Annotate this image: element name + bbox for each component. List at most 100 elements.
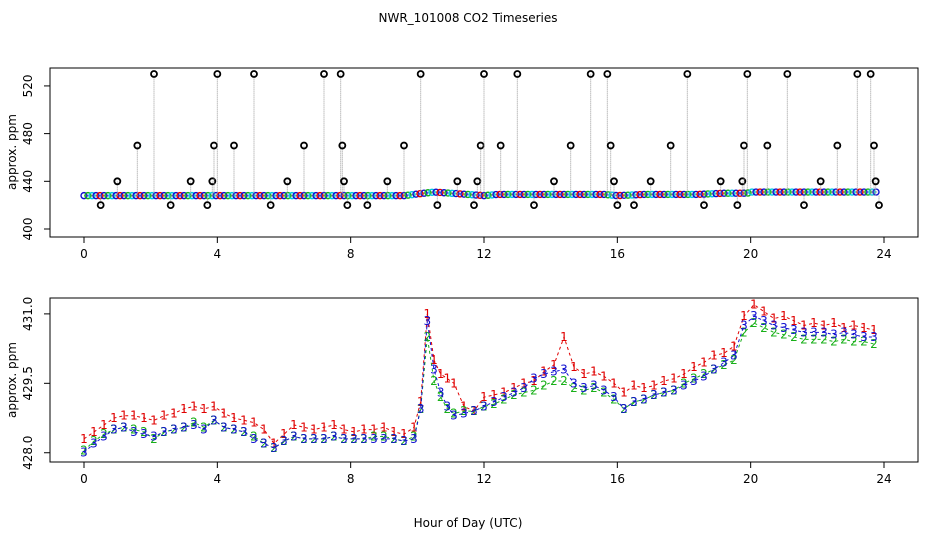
series-3-marker: 3 [270,441,278,455]
series-1-marker: 1 [730,339,738,353]
series-2-marker: 2 [100,427,108,441]
series-1-marker: 1 [410,420,418,434]
series-2-marker: 2 [520,386,528,400]
bottom-x-tick-label: 12 [476,472,491,486]
top-baseline-point [408,190,416,199]
series-2-marker: 2 [190,416,198,430]
top-baseline-point [252,191,260,200]
series-3-marker: 3 [450,409,458,423]
top-baseline-point [572,190,580,199]
series-3-marker: 3 [800,325,808,339]
series-2-marker: 2 [560,374,568,388]
top-baseline-point [304,191,312,200]
top-baseline-point [452,189,460,198]
series-3-marker: 3 [350,432,358,446]
series-1-marker: 1 [500,386,508,400]
top-baseline-point [648,190,656,199]
top-baseline-point [764,188,772,196]
top-baseline-point [564,190,572,199]
series-1-marker: 1 [210,399,218,413]
series-2-marker: 2 [417,402,425,416]
series-3-marker: 3 [340,432,348,446]
top-spike-point [716,177,725,186]
series-1-marker: 1 [540,365,548,379]
top-baseline-point [600,190,608,199]
series-3-marker: 3 [600,383,608,397]
series-1-marker: 1 [680,367,688,381]
series-1-marker: 1 [700,355,708,369]
top-baseline-point [284,191,292,200]
top-baseline-point [628,191,636,199]
top-baseline-point [644,190,652,199]
top-baseline-point [712,189,720,198]
top-spike-point [606,141,615,150]
series-3-line [83,315,874,454]
top-baseline-point [588,190,596,199]
top-spike-point [320,70,328,78]
top-baseline-point [748,188,756,196]
series-2-marker: 2 [380,430,388,444]
top-spike-point [250,70,258,78]
series-2-marker: 2 [710,362,718,376]
top-baseline-point [464,190,472,199]
series-1-marker: 1 [640,381,648,395]
top-x-tick-label: 8 [347,247,355,261]
top-baseline-point [736,189,744,197]
series-1-marker: 1 [120,409,128,423]
top-baseline-point [524,190,532,199]
top-spike-point [871,177,880,186]
series-1-marker: 1 [230,411,238,425]
top-baseline-point [296,191,304,200]
series-3-marker: 3 [630,395,638,409]
top-baseline-point [292,191,300,200]
series-3-marker: 3 [820,325,828,339]
top-baseline-point [688,190,696,199]
top-baseline-point [716,189,724,198]
top-baseline-point [384,191,392,200]
top-baseline-point [540,190,548,199]
series-1-marker: 1 [810,316,818,330]
bottom-x-tick-label: 24 [876,472,891,486]
top-baseline-point [88,191,96,200]
series-1-marker: 1 [560,330,568,344]
series-1-marker: 1 [100,418,108,432]
series-3-marker: 3 [870,330,878,344]
top-baseline-point [676,190,684,199]
series-3-marker: 3 [710,362,718,376]
top-baseline-point [84,191,92,200]
series-3-marker: 3 [590,379,598,393]
series-3-marker: 3 [110,423,118,437]
top-baseline-point [196,191,204,200]
series-3-marker: 3 [770,318,778,332]
series-1-marker: 1 [660,374,668,388]
series-2-marker: 2 [540,379,548,393]
series-2-marker: 2 [700,367,708,381]
series-3-marker: 3 [360,432,368,446]
top-baseline-point [656,190,664,199]
top-baseline-point [508,190,516,199]
series-2-marker: 2 [140,425,148,439]
series-2-marker: 2 [590,381,598,395]
series-1-marker: 1 [340,423,348,437]
series-3-marker: 3 [170,423,178,437]
series-2-marker: 2 [410,430,418,444]
series-2-marker: 2 [750,316,758,330]
top-baseline-point [212,191,220,200]
top-spike-point [453,177,462,186]
series-3-marker: 3 [610,390,618,404]
series-1-marker: 1 [310,423,318,437]
top-baseline-point [412,190,420,198]
series-1-marker: 1 [444,372,452,386]
top-baseline-point [744,189,752,197]
top-baseline-point [488,191,496,199]
series-1-marker: 1 [590,365,598,379]
series-1-marker: 1 [690,360,698,374]
series-2-marker: 2 [270,441,278,455]
series-2-marker: 2 [437,390,445,404]
series-1-marker: 1 [160,409,168,423]
top-baseline-point [128,191,136,200]
top-baseline-point [316,191,324,200]
top-baseline-point [760,188,768,196]
series-2-marker: 2 [580,383,588,397]
top-baseline-point [592,190,600,199]
